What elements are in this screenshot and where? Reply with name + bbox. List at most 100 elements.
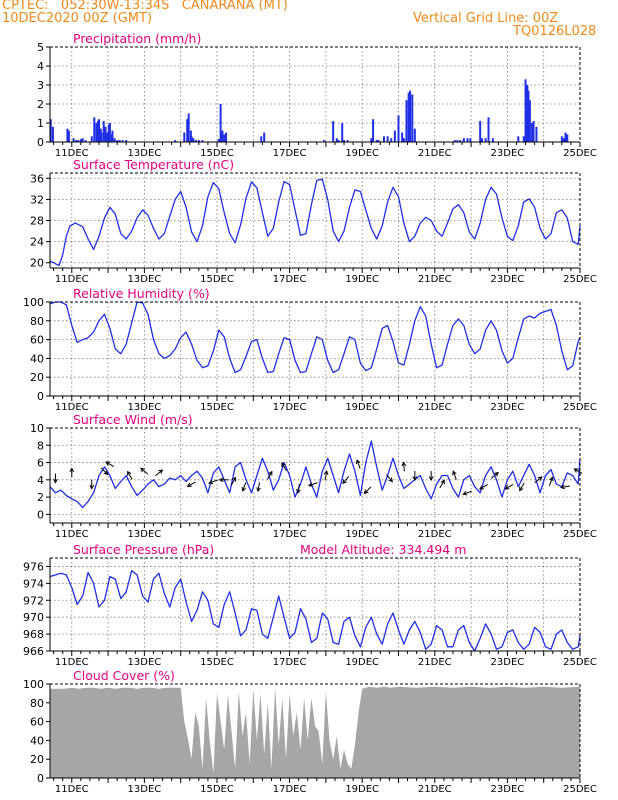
precip-bar xyxy=(411,94,414,142)
x-tick-label: 13DEC xyxy=(128,529,162,540)
wind-arrow xyxy=(89,479,95,490)
precip-bar xyxy=(335,138,338,142)
y-tick-label: 0 xyxy=(37,136,44,149)
rh-series-line xyxy=(49,301,581,374)
precip-bar xyxy=(528,100,531,142)
wind-arrow xyxy=(105,461,115,467)
y-tick-label: 20 xyxy=(30,257,44,270)
precip-bar xyxy=(108,123,111,142)
wind-arrow-shaft xyxy=(266,471,273,480)
precip-bar xyxy=(484,138,487,142)
wind-arrow-shaft xyxy=(463,490,472,495)
wind-arrow-head xyxy=(268,470,273,476)
precip-bar xyxy=(263,132,266,142)
y-tick-label: 36 xyxy=(30,172,44,185)
precip-bar xyxy=(96,121,99,142)
precip-bar xyxy=(407,92,410,142)
y-tick-label: 24 xyxy=(30,236,44,249)
x-tick-label: 25DEC xyxy=(563,657,597,668)
precip-bar xyxy=(409,90,412,142)
x-tick-label: 25DEC xyxy=(563,402,597,413)
precip-bar xyxy=(527,90,530,142)
wind-arrow-shaft xyxy=(364,486,372,494)
wind-arrow xyxy=(519,482,525,492)
precip-bar xyxy=(84,140,87,142)
x-tick-label: 11DEC xyxy=(55,657,89,668)
precip-bar xyxy=(564,132,567,142)
x-tick-label: 15DEC xyxy=(200,148,234,159)
y-tick-label: 2 xyxy=(37,491,44,504)
wind-arrow-head xyxy=(186,482,192,487)
precip-bar xyxy=(456,140,459,142)
precip-bar xyxy=(453,140,456,142)
precip-bar xyxy=(382,136,385,142)
wind-arrow xyxy=(256,482,261,493)
wind-arrow-shaft xyxy=(439,479,445,489)
precip-bar xyxy=(479,121,482,142)
wind-arrow-shaft xyxy=(534,476,543,484)
y-tick-label: 80 xyxy=(30,315,44,328)
panel-temp: 20 24 28 32 36 11DEC 13DEC 15DEC 17DEC 19DEC 21DEC… xyxy=(30,157,597,285)
wind-arrow-head xyxy=(281,462,286,467)
wind-arrow-head xyxy=(479,485,484,490)
y-tick-label: 3 xyxy=(37,79,44,92)
wind-arrow xyxy=(428,471,434,482)
y-tick-label: 8 xyxy=(37,439,44,452)
wind-arrow-shaft xyxy=(127,471,133,480)
wind-arrow-head xyxy=(560,484,565,490)
wind-arrow-head xyxy=(342,479,347,485)
precip-bar xyxy=(341,123,344,142)
x-tick-label: 23DEC xyxy=(491,402,525,413)
x-tick-label: 23DEC xyxy=(491,657,525,668)
precip-bar xyxy=(75,140,78,142)
wind-arrow xyxy=(100,467,109,476)
wind-arrow-shaft xyxy=(208,479,218,484)
wind-arrow-head xyxy=(494,471,499,477)
y-tick-label: 80 xyxy=(30,697,44,710)
x-tick-label: 21DEC xyxy=(418,657,452,668)
precip-bar xyxy=(487,117,490,142)
y-tick-label: 100 xyxy=(23,296,44,309)
precip-bar xyxy=(186,119,189,142)
x-tick-label: 17DEC xyxy=(273,402,307,413)
x-tick-label: 11DEC xyxy=(55,529,89,540)
precip-bar xyxy=(562,138,565,142)
precip-bar xyxy=(560,136,563,142)
wind-arrow xyxy=(363,486,372,495)
y-tick-label: 5 xyxy=(37,41,44,54)
precip-bar xyxy=(531,123,534,142)
x-tick-label: 13DEC xyxy=(128,784,162,795)
wind-arrow xyxy=(296,483,301,494)
wind-arrow-shaft xyxy=(548,477,553,486)
x-tick-label: 21DEC xyxy=(418,784,452,795)
precip-bar xyxy=(107,124,110,142)
wind-arrow xyxy=(573,468,583,474)
wind-arrow xyxy=(412,471,418,482)
wind-arrow-head xyxy=(103,470,109,476)
wind-arrow xyxy=(140,467,149,475)
x-tick-label: 23DEC xyxy=(491,274,525,285)
y-tick-label: 976 xyxy=(23,560,44,573)
precip-bar xyxy=(377,140,380,142)
wind-arrow xyxy=(462,490,472,496)
precip-bar xyxy=(225,132,228,142)
precip-bar xyxy=(413,128,416,142)
precip-bar xyxy=(104,126,107,142)
wind-arrow-head xyxy=(89,484,95,490)
wind-arrow-shaft xyxy=(297,483,300,493)
precip-title: Precipitation (mm/h) xyxy=(73,31,201,46)
x-tick-label: 13DEC xyxy=(128,148,162,159)
wind-arrow xyxy=(479,484,488,490)
panel-rh: 0 20 40 60 80 100 11DEC 13DEC 15DEC 17DEC 19DEC 21D… xyxy=(23,286,597,413)
y-tick-label: 60 xyxy=(30,716,44,729)
precip-bar xyxy=(535,126,538,142)
panel-pres: 966 968 970 972 974 976 11DEC 13DEC 15DEC 17DEC 19… xyxy=(23,542,597,668)
precip-bar xyxy=(386,136,389,142)
precip-bar xyxy=(260,136,263,142)
wind-arrow-shaft xyxy=(187,481,196,487)
wind-arrow-shaft xyxy=(452,471,457,480)
precip-bar xyxy=(401,132,404,142)
x-tick-label: 23DEC xyxy=(491,148,525,159)
x-tick-label: 23DEC xyxy=(491,529,525,540)
x-tick-label: 21DEC xyxy=(418,148,452,159)
